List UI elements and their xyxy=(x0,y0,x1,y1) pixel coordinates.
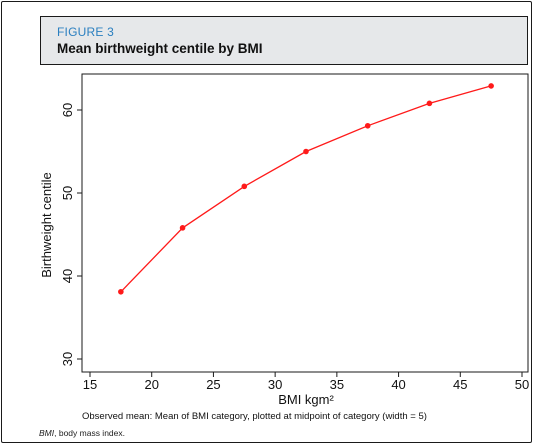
data-point xyxy=(303,148,309,155)
x-tick-label: 35 xyxy=(330,377,344,392)
footnote-abbreviation: BMI xyxy=(39,428,55,438)
data-point xyxy=(241,183,248,190)
y-tick-label: 60 xyxy=(60,103,75,117)
x-axis: 15 20 25 30 35 40 45 50 xyxy=(83,372,529,392)
data-point xyxy=(426,100,433,107)
footnote-text: , body mass index. xyxy=(54,428,125,438)
data-point xyxy=(179,225,186,231)
data-point xyxy=(488,83,494,89)
figure-title: Mean birthweight centile by BMI xyxy=(57,41,263,56)
y-axis: 30 40 50 60 xyxy=(60,103,82,366)
data-point xyxy=(118,288,124,295)
x-tick-label: 45 xyxy=(453,377,467,392)
plot-area xyxy=(81,73,529,373)
figure-header: FIGURE 3 Mean birthweight centile by BMI xyxy=(40,16,528,65)
y-axis-label: Birthweight centile xyxy=(39,172,54,278)
x-tick-label: 50 xyxy=(515,377,529,392)
y-tick-label: 50 xyxy=(60,186,75,200)
figure-label: FIGURE 3 xyxy=(57,25,114,39)
x-axis-label: BMI kgm² xyxy=(278,392,334,407)
x-tick-label: 15 xyxy=(83,377,97,392)
y-tick-label: 30 xyxy=(60,352,75,366)
chart-note: Observed mean: Mean of BMI category, plo… xyxy=(82,411,427,422)
x-tick-label: 20 xyxy=(144,377,158,392)
x-tick-label: 25 xyxy=(206,377,220,392)
y-tick-label: 40 xyxy=(60,269,75,283)
data-point xyxy=(364,122,371,129)
x-tick-label: 30 xyxy=(268,377,282,392)
x-tick-label: 40 xyxy=(391,377,405,392)
series-group xyxy=(118,83,494,295)
footnote: BMI, body mass index. xyxy=(39,428,125,438)
